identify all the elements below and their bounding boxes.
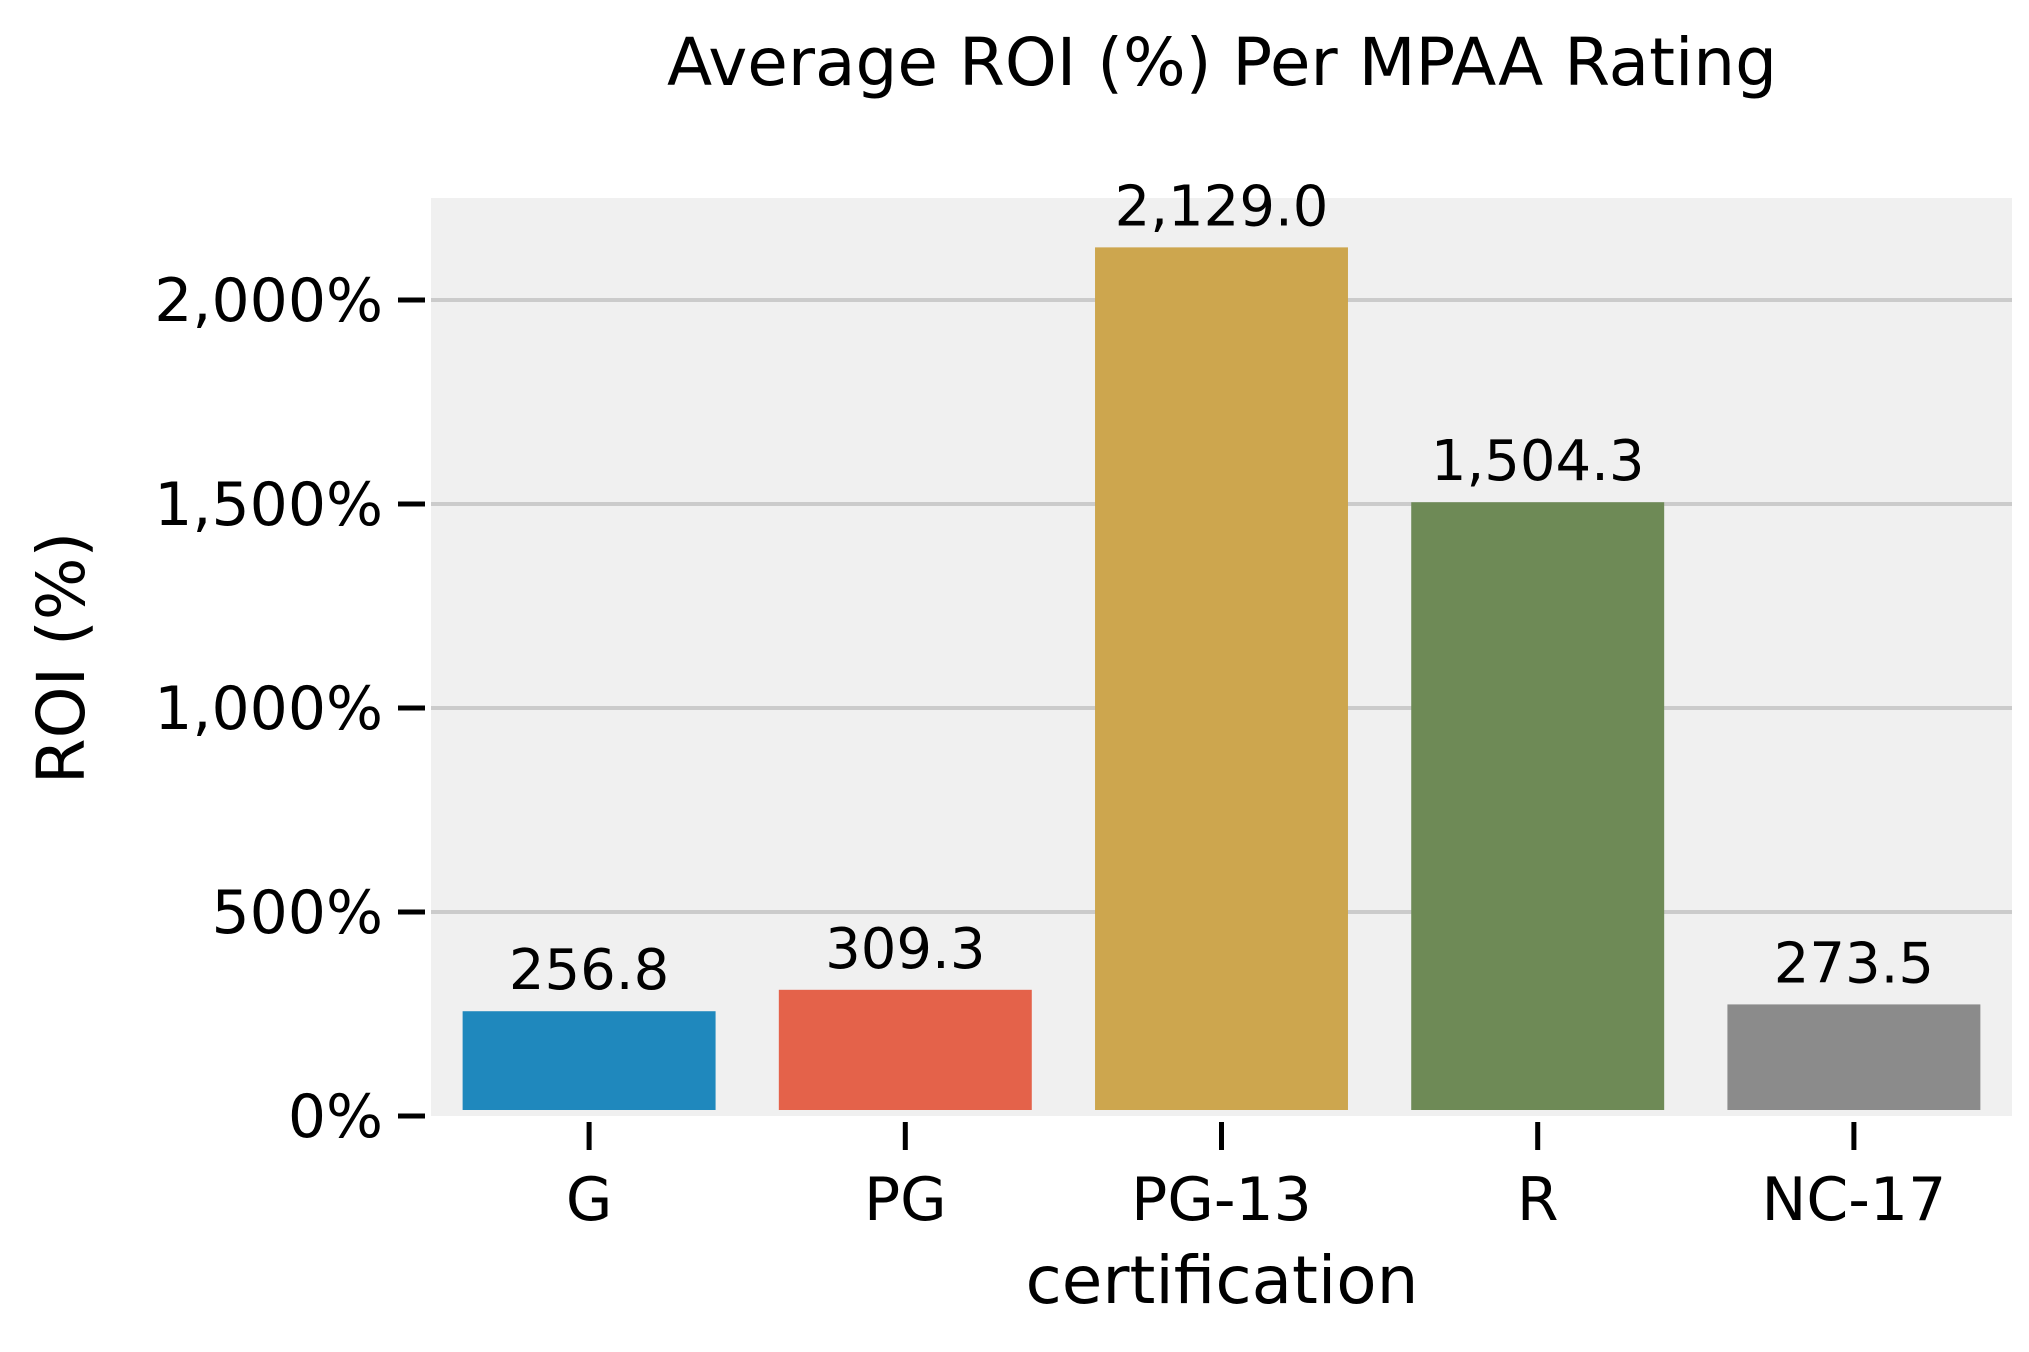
data-label: 273.5 xyxy=(1774,931,1934,996)
data-label: 2,129.0 xyxy=(1115,174,1329,239)
y-tick-label: 0% xyxy=(288,1082,383,1152)
bar-g xyxy=(462,1011,716,1110)
y-axis-ticks: 0% 500% 1,000% 1,500% 2,000% xyxy=(154,266,425,1152)
x-tick-label: NC-17 xyxy=(1762,1165,1947,1235)
bar-nc-17 xyxy=(1727,1004,1981,1110)
data-label: 1,504.3 xyxy=(1431,429,1645,494)
bars xyxy=(462,247,1981,1111)
y-tick-label: 1,500% xyxy=(154,470,383,540)
data-label: 256.8 xyxy=(509,938,669,1003)
x-tick-label: R xyxy=(1517,1165,1559,1235)
y-axis-label: ROI (%) xyxy=(23,532,100,784)
x-tick-label: PG-13 xyxy=(1131,1165,1312,1235)
data-label: 309.3 xyxy=(825,917,985,982)
x-axis-ticks: G PG PG-13 R NC-17 xyxy=(566,1122,1946,1235)
bar-pg-13 xyxy=(1095,247,1348,1111)
y-tick-label: 2,000% xyxy=(154,266,383,336)
data-labels: 256.8 309.3 2,129.0 1,504.3 273.5 xyxy=(509,174,1934,1003)
x-axis-label: certification xyxy=(1026,1242,1419,1319)
y-tick-label: 500% xyxy=(211,878,383,948)
y-tick-label: 1,000% xyxy=(154,674,383,744)
x-tick-label: G xyxy=(566,1165,613,1235)
chart-title: Average ROI (%) Per MPAA Rating xyxy=(667,24,1777,101)
bar-pg xyxy=(778,989,1032,1110)
bar-r xyxy=(1411,502,1665,1110)
x-tick-label: PG xyxy=(864,1165,947,1235)
